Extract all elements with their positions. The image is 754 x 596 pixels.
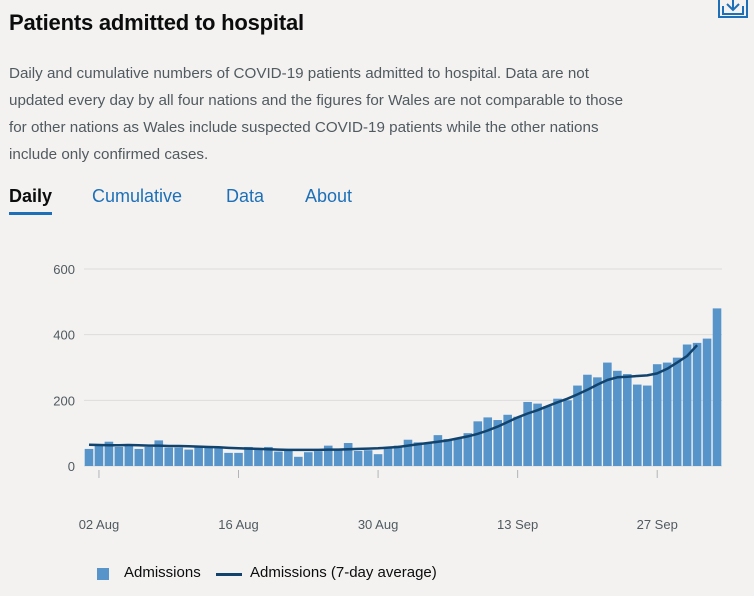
- tab-cumulative[interactable]: Cumulative: [92, 186, 183, 206]
- admissions-bar: [593, 377, 602, 466]
- admissions-bar: [553, 398, 562, 466]
- admissions-bar: [513, 416, 522, 466]
- chart-description: Daily and cumulative numbers of COVID-19…: [9, 65, 624, 163]
- admissions-bar: [114, 446, 124, 466]
- admissions-bar: [304, 452, 313, 466]
- admissions-bar: [363, 450, 373, 466]
- admissions-bar: [682, 344, 692, 466]
- admissions-bar: [144, 446, 154, 466]
- x-tick-label: 13 Sep: [497, 517, 538, 532]
- admissions-bar: [214, 448, 223, 466]
- y-tick-label: 400: [53, 328, 75, 343]
- admissions-bar: [284, 450, 293, 466]
- tab-about[interactable]: About: [305, 186, 353, 206]
- admissions-bar: [353, 450, 363, 466]
- y-tick-label: 600: [53, 262, 75, 277]
- admissions-bar: [523, 401, 532, 466]
- admissions-bar: [244, 446, 253, 466]
- admissions-bar: [234, 452, 243, 466]
- admissions-bar: [313, 451, 323, 466]
- download-icon: [722, 0, 744, 15]
- admissions-bar: [343, 443, 353, 466]
- admissions-bar: [672, 357, 682, 466]
- admissions-bar: [294, 456, 303, 466]
- admissions-bar: [134, 448, 144, 466]
- admissions-bar: [323, 445, 333, 466]
- admissions-bar: [662, 362, 672, 466]
- download-button[interactable]: [718, 0, 748, 18]
- admissions-bar: [632, 384, 642, 466]
- tab-data[interactable]: Data: [226, 186, 265, 206]
- admissions-bar: [503, 414, 512, 466]
- admissions-bar: [393, 445, 403, 466]
- admissions-bar: [154, 440, 164, 466]
- admissions-bar: [423, 443, 433, 466]
- x-tick-label: 27 Sep: [637, 517, 678, 532]
- admissions-bar: [473, 421, 483, 466]
- admissions-bar: [702, 338, 712, 466]
- legend-bar-swatch: [97, 568, 109, 580]
- admissions-bar: [583, 374, 592, 466]
- admissions-bar: [84, 448, 94, 466]
- admissions-bar: [543, 406, 552, 466]
- legend-line-swatch: [216, 573, 242, 576]
- admissions-bar: [104, 441, 114, 466]
- x-tick-label: 30 Aug: [358, 517, 399, 532]
- admissions-bar: [383, 446, 393, 466]
- admissions-bar: [443, 439, 453, 466]
- admissions-bar: [493, 420, 502, 466]
- admissions-bar: [174, 447, 183, 466]
- admissions-bar: [453, 438, 463, 466]
- admissions-bar: [373, 454, 383, 466]
- admissions-bar: [164, 447, 174, 466]
- x-tick-label: 16 Aug: [218, 517, 259, 532]
- admissions-bar: [194, 446, 203, 466]
- admissions-bar: [204, 446, 213, 466]
- admissions-bar: [603, 362, 612, 466]
- admissions-bar: [274, 451, 283, 466]
- admissions-bar: [483, 417, 493, 466]
- admissions-bar: [403, 439, 413, 466]
- tab-daily[interactable]: Daily: [9, 186, 53, 215]
- admissions-bar: [623, 374, 632, 466]
- admissions-bar: [413, 442, 423, 466]
- average-line: [88, 344, 699, 452]
- admissions-bar: [613, 370, 622, 466]
- y-tick-label: 200: [53, 393, 75, 408]
- admissions-bar: [642, 385, 652, 466]
- admissions-bar: [652, 364, 662, 466]
- y-tick-label: 0: [68, 459, 75, 474]
- admissions-bar: [463, 433, 473, 466]
- admissions-bar: [184, 449, 193, 466]
- admissions-bar: [94, 445, 104, 466]
- admissions-bar: [692, 342, 702, 466]
- admissions-chart: 0 200 400 600 02 Aug 16 Aug 30 Aug 13 Sep 27 Sep: [53, 262, 722, 532]
- admissions-bar: [224, 452, 233, 466]
- admissions-bar: [573, 385, 582, 466]
- legend-line-label: Admissions (7-day average): [250, 564, 437, 581]
- admissions-bar: [712, 308, 722, 466]
- admissions-bar: [533, 403, 542, 466]
- admissions-bar: [563, 400, 572, 466]
- admissions-bar: [254, 447, 263, 466]
- admissions-bar: [433, 435, 443, 466]
- admissions-bar: [333, 450, 343, 466]
- x-tick-label: 02 Aug: [79, 517, 120, 532]
- legend-bar-label: Admissions: [124, 564, 201, 581]
- admissions-bar: [264, 446, 273, 466]
- admissions-bar: [124, 445, 134, 466]
- page-title: Patients admitted to hospital: [9, 10, 304, 35]
